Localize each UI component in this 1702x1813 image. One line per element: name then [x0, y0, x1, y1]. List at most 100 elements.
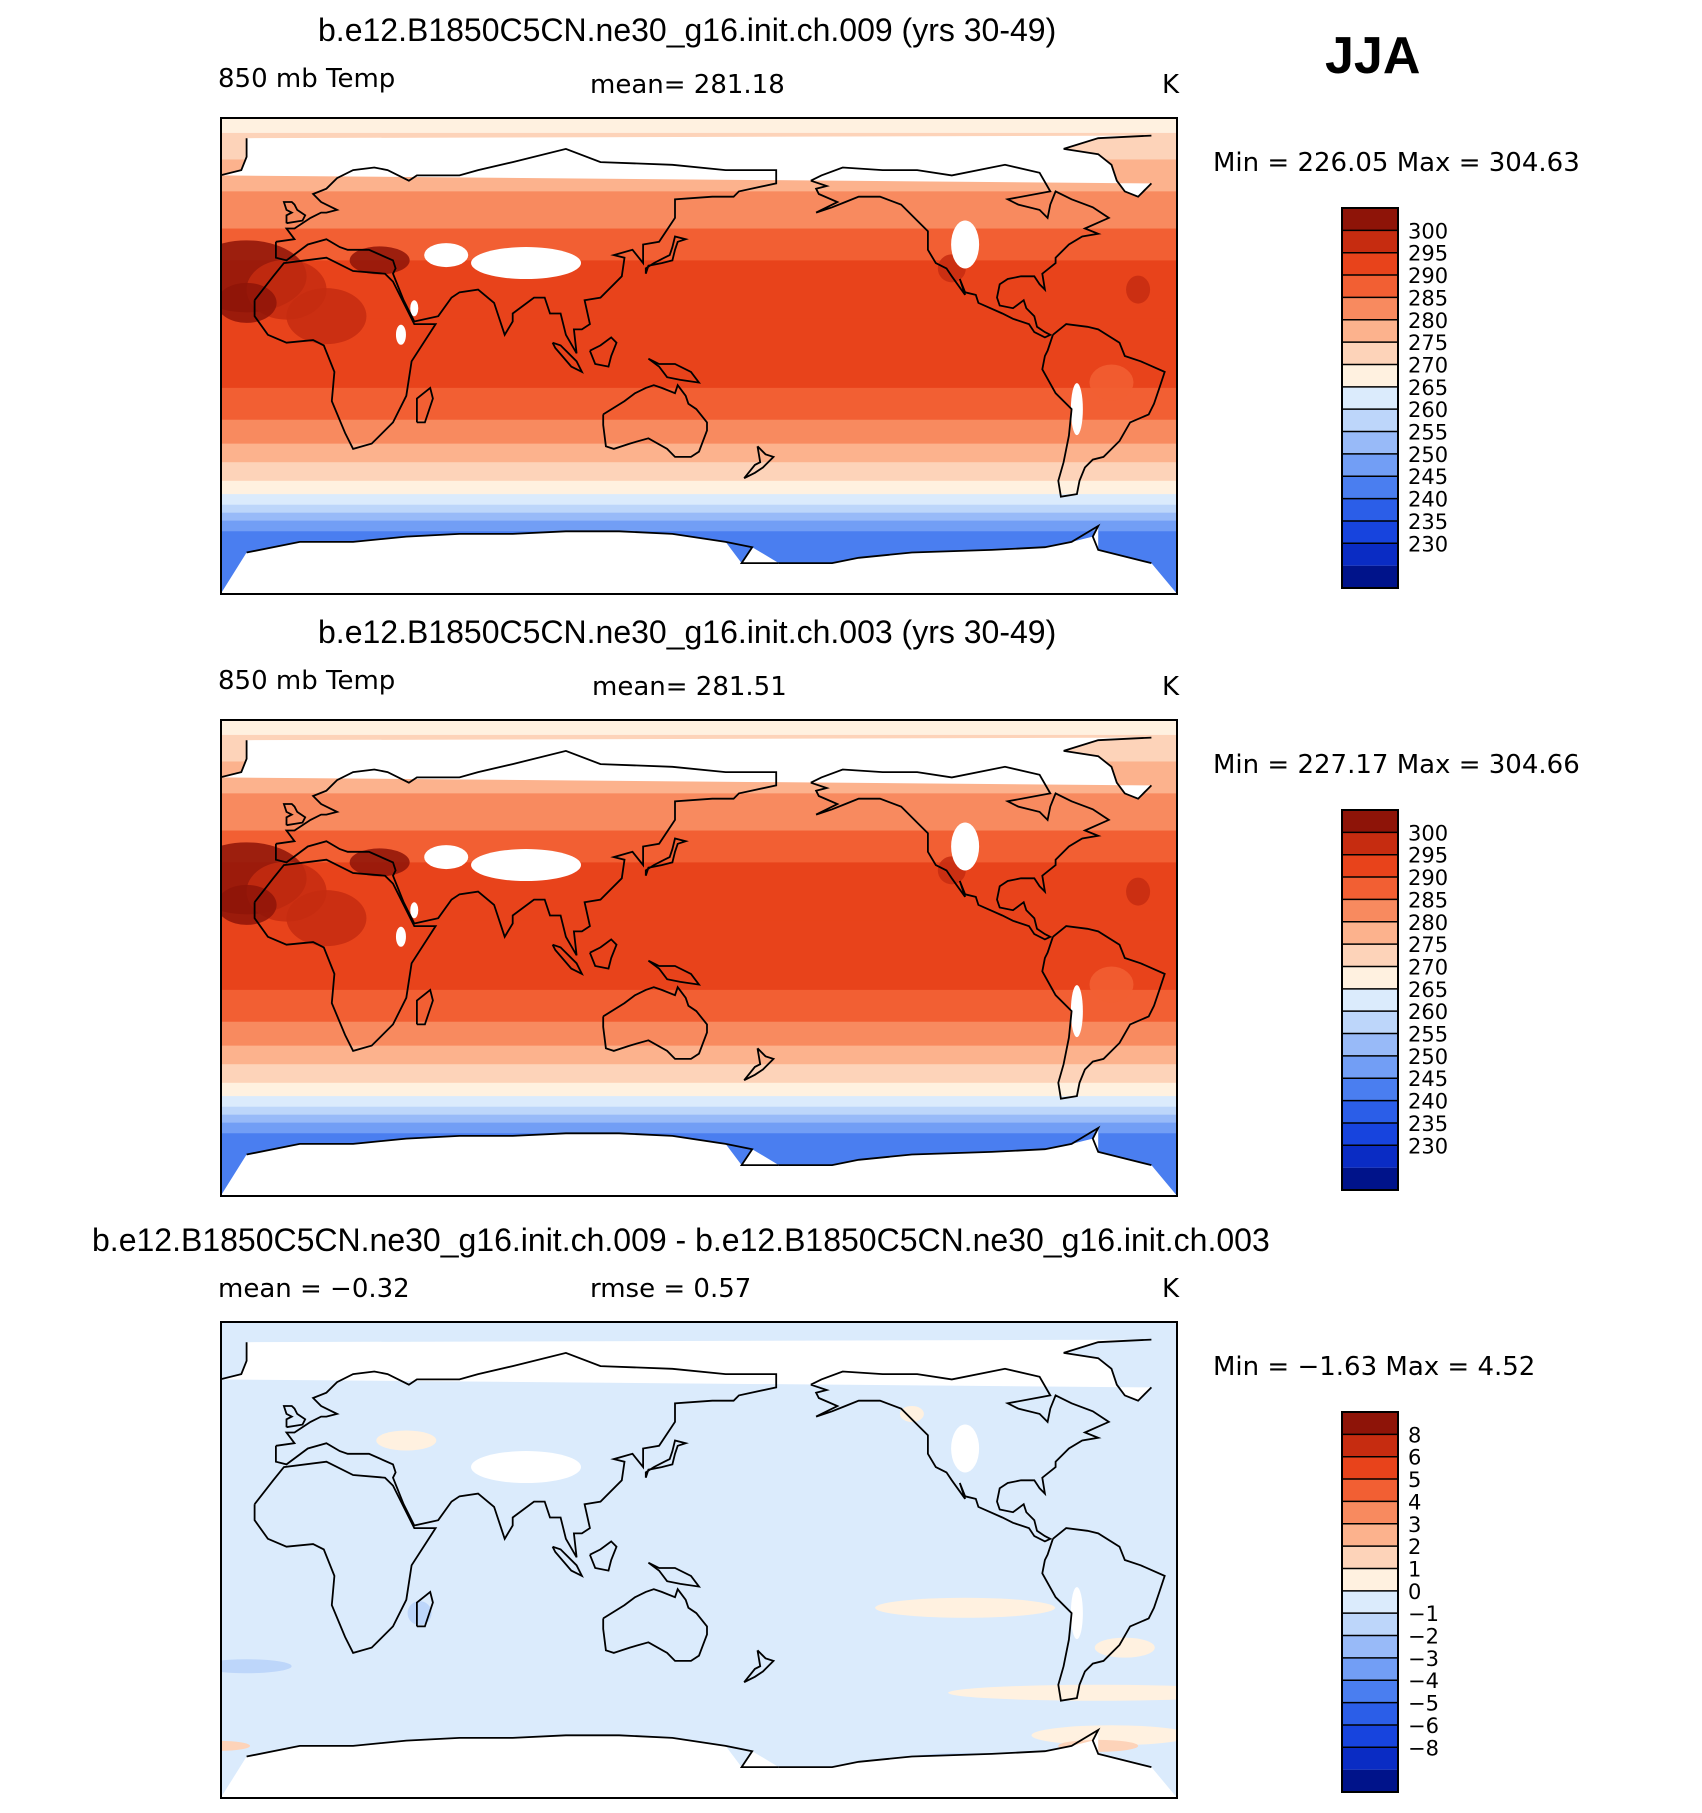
panel-3-colorbar-swatch	[1342, 1747, 1398, 1770]
temperature-band	[220, 989, 1178, 1023]
missing-data-area	[471, 247, 582, 280]
panel-3-colorbar-swatch	[1342, 1635, 1398, 1658]
missing-data-area	[1070, 985, 1083, 1038]
coastline-japan	[644, 1439, 689, 1478]
panel-3-title: b.e12.B1850C5CN.ne30_g16.init.ch.009 - b…	[92, 1222, 1270, 1258]
coastline-north-america	[810, 765, 1111, 941]
panel-3-units-label: K	[1162, 1274, 1180, 1304]
coastline-antarctica	[778, 1125, 1152, 1167]
panel-3-colorbar-tick-label: −4	[1408, 1669, 1439, 1693]
panel-3-colorbar-swatch	[1342, 1702, 1398, 1725]
temperature-band	[220, 719, 1178, 736]
positive-difference-area	[376, 1430, 437, 1451]
panel-3-rmse-label: rmse = 0.57	[590, 1274, 752, 1304]
coastline-japan	[644, 235, 689, 274]
missing-data-area	[951, 220, 980, 269]
coastline-greenland	[220, 138, 248, 177]
coastline-borneo	[589, 1540, 618, 1572]
coastline-greenland	[1063, 750, 1153, 800]
panel-3-colorbar-swatch	[1342, 1523, 1398, 1547]
panel-1-colorbar: 3002952902852802752702652602552502452402…	[1341, 207, 1448, 589]
missing-data-area	[410, 300, 419, 317]
panel-2-colorbar-swatch	[1342, 854, 1398, 878]
panel-1-colorbar-swatch	[1342, 275, 1398, 298]
panel-3-colorbar-swatch	[1342, 1680, 1398, 1703]
panel-3-colorbar-tick-label: −5	[1408, 1692, 1439, 1716]
missing-data-area	[395, 926, 406, 947]
panel-2-colorbar: 3002952902852802752702652602552502452402…	[1341, 809, 1448, 1191]
panel-3-colorbar-swatch	[1342, 1613, 1398, 1636]
temperature-anomaly-area	[1089, 966, 1134, 1003]
missing-data-area	[410, 902, 419, 919]
panel-3-colorbar-swatch	[1342, 1769, 1398, 1792]
panel-1-colorbar-tick-label: 300	[1408, 219, 1448, 243]
coastline-greenland	[1063, 1352, 1153, 1402]
coastline-south-america	[1041, 925, 1166, 1100]
negative-difference-area	[220, 1659, 292, 1674]
panel-2-colorbar-swatch	[1342, 832, 1398, 855]
missing-data-area	[424, 243, 469, 268]
panel-2-colorbar-tick-label: 255	[1408, 1023, 1448, 1047]
panel-3-colorbar-swatch	[1342, 1546, 1398, 1569]
coastline-new-zealand	[743, 1047, 776, 1082]
coastline-borneo	[589, 336, 618, 368]
panel-1-title: b.e12.B1850C5CN.ne30_g16.init.ch.009 (yr…	[318, 12, 1057, 48]
panel-3-colorbar-tick-label: 6	[1408, 1446, 1421, 1470]
positive-difference-area	[220, 1740, 250, 1751]
panel-3-colorbar-tick-label: −8	[1408, 1736, 1439, 1760]
panel-1-temperature-map	[220, 117, 1178, 595]
panel-1-colorbar-tick-label: 295	[1408, 242, 1448, 266]
panel-3-mean-label: mean = −0.32	[218, 1274, 410, 1304]
panel-1-colorbar-swatch	[1342, 476, 1398, 499]
panel-2-temperature-map	[220, 719, 1178, 1197]
map-frame	[220, 1321, 1178, 1799]
coastline-eurasia	[275, 1351, 778, 1558]
panel-2-colorbar-swatch	[1342, 899, 1398, 922]
negative-difference-area	[407, 1601, 432, 1626]
coastline-north-america	[810, 163, 1111, 339]
coastline-antarctica	[778, 523, 1152, 565]
temperature-band	[220, 117, 1178, 134]
map-frame	[220, 117, 1178, 595]
temperature-band	[220, 419, 1178, 445]
coastline-antarctica	[246, 1734, 779, 1769]
coastline-north-america	[810, 1367, 1111, 1543]
panel-1-colorbar-tick-label: 290	[1408, 264, 1448, 288]
panel-3-colorbar-swatch	[1342, 1412, 1398, 1435]
panel-2-colorbar-swatch	[1342, 921, 1398, 945]
panel-1-colorbar-swatch	[1342, 319, 1398, 343]
panel-2-colorbar-swatch	[1342, 1033, 1398, 1056]
panel-1-colorbar-tick-label: 280	[1408, 309, 1448, 333]
panel-1-colorbar-swatch	[1342, 364, 1398, 387]
missing-data-area	[395, 324, 406, 345]
temperature-band	[220, 520, 1178, 532]
panel-2-colorbar-tick-label: 230	[1408, 1134, 1448, 1158]
panel-3-colorbar-tick-label: −6	[1408, 1714, 1439, 1738]
coastline-new-zealand	[743, 445, 776, 480]
coastline-sumatra	[551, 341, 584, 374]
panel-3-colorbar-swatch	[1342, 1657, 1398, 1681]
coastline-australia	[602, 985, 708, 1060]
missing-data-area	[951, 1424, 980, 1473]
panel-2-colorbar-tick-label: 300	[1408, 821, 1448, 845]
antarctica-missing-area	[220, 526, 1178, 595]
panel-2-colorbar-tick-label: 290	[1408, 866, 1448, 890]
coastline-madagascar	[415, 386, 434, 424]
panel-3-colorbar-tick-label: 5	[1408, 1468, 1421, 1492]
coastline-uk	[282, 803, 307, 827]
missing-data-area	[471, 849, 582, 882]
temperature-band	[220, 1122, 1178, 1134]
panel-1-colorbar-swatch	[1342, 565, 1398, 588]
coastline-uk	[282, 1405, 307, 1429]
temperature-anomaly-area	[220, 282, 277, 323]
temperature-band	[220, 504, 1178, 514]
panel-1-colorbar-tick-label: 235	[1408, 510, 1448, 534]
coastline-antarctica	[778, 1727, 1152, 1769]
panel-3-colorbar-tick-label: 8	[1408, 1423, 1421, 1447]
temperature-band	[220, 1045, 1178, 1065]
panel-1-units-label: K	[1162, 70, 1180, 100]
panel-2-variable-label: 850 mb Temp	[218, 666, 396, 696]
panel-2-title: b.e12.B1850C5CN.ne30_g16.init.ch.003 (yr…	[318, 614, 1057, 650]
temperature-band	[220, 1096, 1178, 1108]
